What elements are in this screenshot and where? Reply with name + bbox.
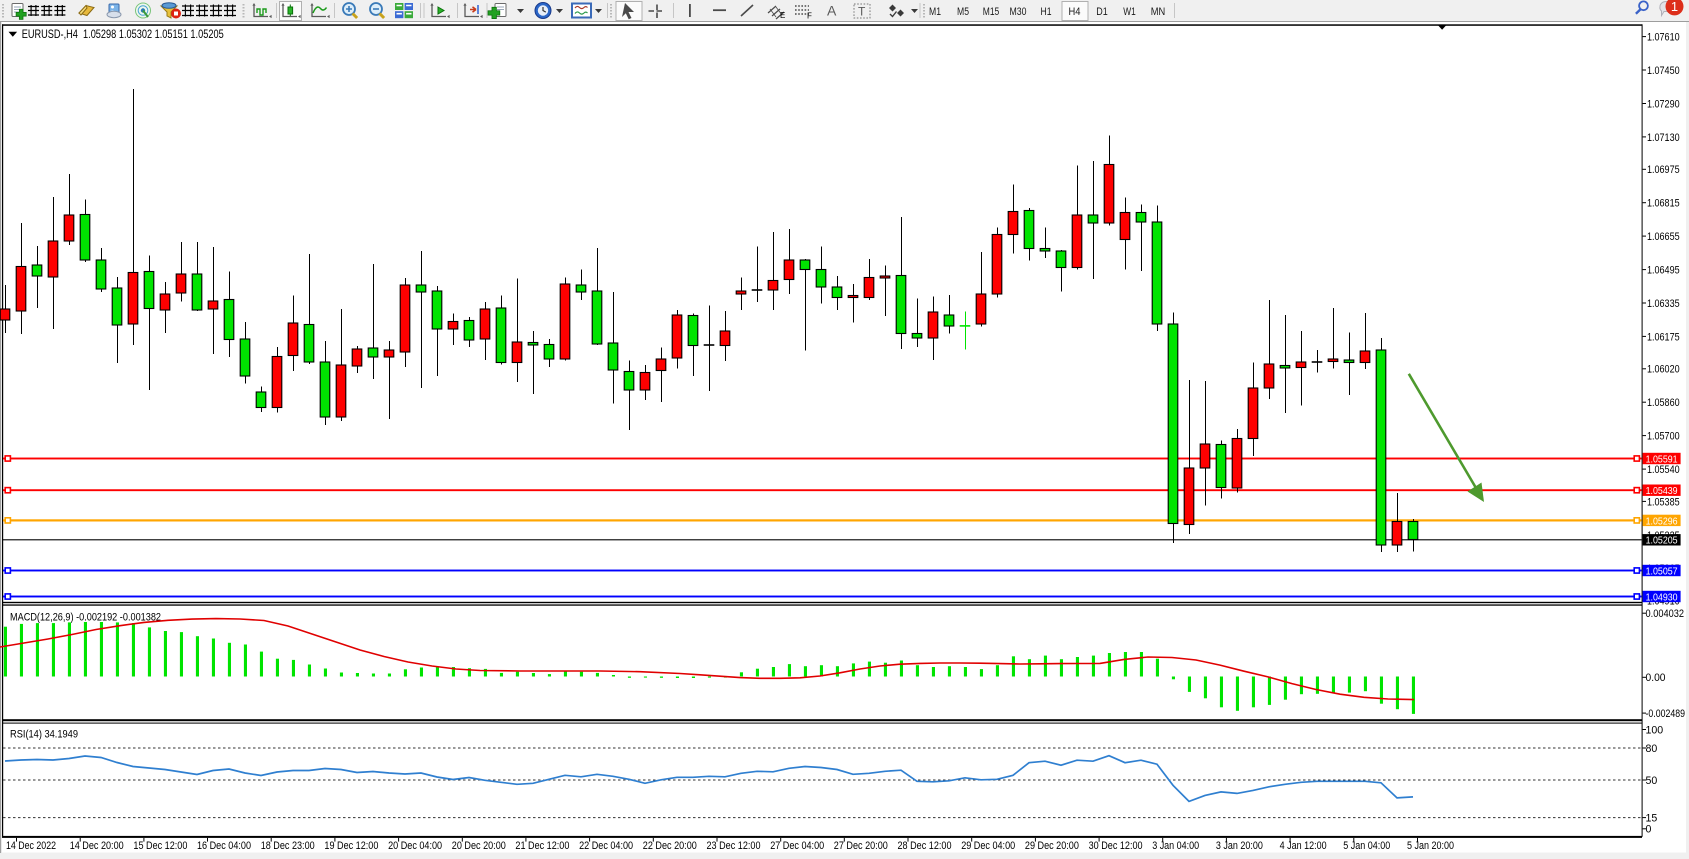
svg-text:16 Dec 04:00: 16 Dec 04:00 xyxy=(197,840,251,852)
svg-text:1.06815: 1.06815 xyxy=(1647,198,1680,210)
svg-text:EURUSD-,H4 1.05298 1.05302 1.: EURUSD-,H4 1.05298 1.05302 1.05151 1.052… xyxy=(22,28,224,41)
svg-text:15: 15 xyxy=(1646,813,1658,825)
svg-text:14 Dec 2022: 14 Dec 2022 xyxy=(6,840,56,852)
svg-text:19 Dec 12:00: 19 Dec 12:00 xyxy=(324,840,378,852)
svg-text:1.06175: 1.06175 xyxy=(1647,331,1680,343)
svg-text:1.07130: 1.07130 xyxy=(1647,132,1680,144)
svg-text:0: 0 xyxy=(1646,824,1652,836)
svg-text:14 Dec 20:00: 14 Dec 20:00 xyxy=(70,840,124,852)
svg-text:1.05700: 1.05700 xyxy=(1647,431,1680,443)
svg-text:27 Dec 20:00: 27 Dec 20:00 xyxy=(834,840,888,852)
svg-text:M5: M5 xyxy=(957,6,969,18)
svg-text:-0.002489: -0.002489 xyxy=(1646,708,1686,720)
svg-text:80: 80 xyxy=(1646,743,1658,755)
svg-text:3 Jan 04:00: 3 Jan 04:00 xyxy=(1152,840,1199,852)
svg-text:H1: H1 xyxy=(1041,6,1052,18)
svg-text:1.06335: 1.06335 xyxy=(1647,298,1680,310)
svg-text:MACD(12,26,9) -0.002192 -0.001: MACD(12,26,9) -0.002192 -0.001382 xyxy=(10,612,161,624)
svg-text:0.00: 0.00 xyxy=(1646,672,1666,684)
svg-text:22 Dec 20:00: 22 Dec 20:00 xyxy=(643,840,697,852)
svg-text:W1: W1 xyxy=(1123,6,1136,18)
svg-text:1.07450: 1.07450 xyxy=(1647,65,1680,77)
svg-text:H4: H4 xyxy=(1069,6,1081,18)
svg-text:1.06020: 1.06020 xyxy=(1647,364,1680,376)
svg-text:1.05385: 1.05385 xyxy=(1647,496,1680,508)
svg-text:30 Dec 12:00: 30 Dec 12:00 xyxy=(1089,840,1143,852)
svg-text:1.05860: 1.05860 xyxy=(1647,397,1680,409)
svg-text:21 Dec 12:00: 21 Dec 12:00 xyxy=(515,840,569,852)
svg-text:A: A xyxy=(827,3,837,19)
svg-text:0.004032: 0.004032 xyxy=(1646,608,1685,620)
svg-text:1.05205: 1.05205 xyxy=(1646,536,1678,547)
svg-text:50: 50 xyxy=(1646,775,1658,787)
svg-text:M30: M30 xyxy=(1010,6,1027,18)
svg-text:20 Dec 04:00: 20 Dec 04:00 xyxy=(388,840,442,852)
svg-text:1.05439: 1.05439 xyxy=(1646,486,1678,497)
svg-text:15 Dec 12:00: 15 Dec 12:00 xyxy=(133,840,187,852)
svg-text:18 Dec 23:00: 18 Dec 23:00 xyxy=(261,840,315,852)
svg-text:1.07610: 1.07610 xyxy=(1647,32,1680,44)
svg-text:1.06655: 1.06655 xyxy=(1647,231,1680,243)
svg-text:23 Dec 12:00: 23 Dec 12:00 xyxy=(707,840,761,852)
svg-text:1.06975: 1.06975 xyxy=(1647,164,1680,176)
svg-text:M15: M15 xyxy=(983,6,1000,18)
svg-text:5 Jan 20:00: 5 Jan 20:00 xyxy=(1407,840,1454,852)
svg-text:27 Dec 04:00: 27 Dec 04:00 xyxy=(770,840,824,852)
svg-text:1.05296: 1.05296 xyxy=(1646,516,1678,527)
svg-text:T: T xyxy=(858,5,866,19)
svg-text:M1: M1 xyxy=(929,6,941,18)
svg-text:1: 1 xyxy=(1671,0,1678,14)
svg-text:3 Jan 20:00: 3 Jan 20:00 xyxy=(1216,840,1263,852)
svg-text:100: 100 xyxy=(1646,724,1664,736)
svg-text:28 Dec 12:00: 28 Dec 12:00 xyxy=(898,840,952,852)
svg-text:29 Dec 04:00: 29 Dec 04:00 xyxy=(961,840,1015,852)
svg-text:D1: D1 xyxy=(1096,6,1108,18)
svg-text:1.05057: 1.05057 xyxy=(1646,566,1678,577)
svg-text:1.06495: 1.06495 xyxy=(1647,265,1680,277)
svg-text:F: F xyxy=(807,12,812,21)
svg-text:4 Jan 12:00: 4 Jan 12:00 xyxy=(1280,840,1327,852)
svg-text:5 Jan 04:00: 5 Jan 04:00 xyxy=(1343,840,1390,852)
svg-text:22 Dec 04:00: 22 Dec 04:00 xyxy=(579,840,633,852)
svg-text:1.04930: 1.04930 xyxy=(1646,592,1678,603)
svg-text:1.05591: 1.05591 xyxy=(1646,454,1678,465)
svg-text:MN: MN xyxy=(1151,6,1166,18)
svg-text:20 Dec 20:00: 20 Dec 20:00 xyxy=(452,840,506,852)
svg-text:E: E xyxy=(780,11,785,20)
svg-text:1.07290: 1.07290 xyxy=(1647,98,1680,110)
svg-text:RSI(14) 34.1949: RSI(14) 34.1949 xyxy=(10,729,78,741)
svg-text:1.05540: 1.05540 xyxy=(1647,464,1680,476)
svg-text:29 Dec 20:00: 29 Dec 20:00 xyxy=(1025,840,1079,852)
